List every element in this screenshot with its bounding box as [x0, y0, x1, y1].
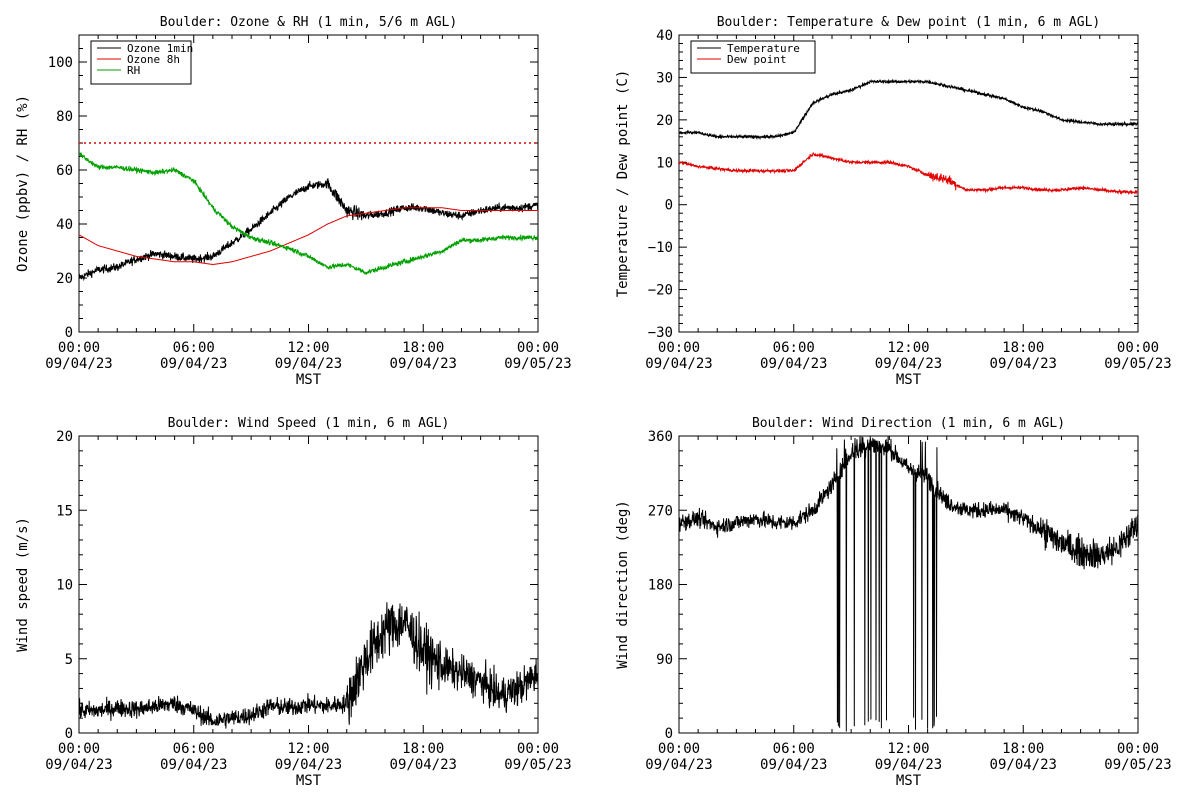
y-tick-label: 80 — [56, 109, 73, 125]
y-tick-label: 360 — [648, 429, 673, 445]
legend-label: Ozone 8h — [127, 53, 180, 66]
x-tick-date-label: 09/04/23 — [990, 356, 1057, 372]
y-tick-label: 180 — [648, 578, 673, 594]
legend-label: Temperature — [727, 42, 800, 55]
chart-title: Boulder: Wind Speed (1 min, 6 m AGL) — [168, 416, 450, 431]
y-tick-label: −20 — [648, 283, 673, 299]
y-axis-label: Wind direction (deg) — [615, 500, 631, 669]
series-line-temperature — [679, 78, 1138, 141]
x-tick-date-label: 09/04/23 — [645, 356, 712, 372]
y-tick-label: 10 — [56, 578, 73, 594]
chart-title: Boulder: Wind Direction (1 min, 6 m AGL) — [752, 416, 1065, 431]
y-tick-label: 60 — [56, 163, 73, 179]
y-axis-label: Ozone (ppbv) / RH (%) — [15, 95, 31, 272]
y-tick-label: 40 — [656, 28, 673, 44]
x-tick-time-label: 00:00 — [58, 741, 100, 757]
x-tick-date-label: 09/05/23 — [504, 757, 571, 773]
chart-title: Boulder: Ozone & RH (1 min, 5/6 m AGL) — [160, 15, 457, 30]
x-tick-date-label: 09/05/23 — [504, 356, 571, 372]
y-tick-label: 40 — [56, 217, 73, 233]
x-tick-date-label: 09/05/23 — [1104, 356, 1171, 372]
series-line-rh — [79, 152, 538, 275]
x-tick-time-label: 18:00 — [1002, 741, 1044, 757]
x-tick-date-label: 09/04/23 — [275, 757, 342, 773]
legend-box — [690, 40, 816, 74]
x-tick-time-label: 18:00 — [1002, 340, 1044, 356]
x-tick-time-label: 12:00 — [887, 340, 929, 356]
series-line-dew-point — [679, 152, 1138, 196]
y-axis-label: Temperature / Dew point (C) — [615, 70, 631, 298]
x-tick-time-label: 00:00 — [517, 741, 559, 757]
series-line-wspd — [79, 602, 538, 729]
y-tick-label: −10 — [648, 240, 673, 256]
legend-label: Dew point — [727, 53, 787, 66]
y-tick-label: 20 — [56, 271, 73, 287]
y-tick-label: −30 — [648, 325, 673, 341]
x-tick-time-label: 06:00 — [173, 340, 215, 356]
x-tick-date-label: 09/04/23 — [875, 757, 942, 773]
y-tick-label: 30 — [656, 70, 673, 86]
y-tick-label: 5 — [65, 652, 73, 668]
plot-frame — [678, 435, 1139, 734]
y-tick-label: 100 — [48, 55, 73, 71]
y-tick-label: 0 — [665, 198, 673, 214]
y-axis-label: Wind speed (m/s) — [15, 517, 31, 652]
x-axis-label: MST — [296, 372, 322, 388]
y-tick-label: 0 — [65, 325, 73, 341]
series-line-ozone-8h — [79, 207, 538, 265]
series-line-ozone-1min — [79, 178, 538, 282]
x-tick-time-label: 06:00 — [773, 340, 815, 356]
x-tick-time-label: 18:00 — [402, 741, 444, 757]
x-tick-time-label: 12:00 — [287, 340, 329, 356]
chart-panel-wdir: Boulder: Wind Direction (1 min, 6 m AGL)… — [615, 416, 1172, 789]
x-tick-time-label: 00:00 — [58, 340, 100, 356]
y-tick-label: 20 — [656, 113, 673, 129]
series-line-wdir — [679, 436, 1138, 732]
x-tick-time-label: 12:00 — [887, 741, 929, 757]
x-axis-label: MST — [896, 372, 922, 388]
chart-title: Boulder: Temperature & Dew point (1 min,… — [717, 15, 1101, 30]
y-tick-label: 20 — [56, 429, 73, 445]
y-tick-label: 270 — [648, 503, 673, 519]
x-tick-time-label: 00:00 — [658, 741, 700, 757]
x-tick-time-label: 00:00 — [1117, 741, 1159, 757]
x-tick-date-label: 09/04/23 — [760, 757, 827, 773]
x-tick-date-label: 09/04/23 — [760, 356, 827, 372]
y-tick-label: 0 — [665, 726, 673, 742]
x-tick-date-label: 09/04/23 — [275, 356, 342, 372]
plot-frame — [78, 435, 539, 734]
y-tick-label: 90 — [656, 652, 673, 668]
chart-panel-ozone: Boulder: Ozone & RH (1 min, 5/6 m AGL) 0 2… — [15, 15, 572, 388]
x-tick-date-label: 09/04/23 — [645, 757, 712, 773]
plot-frame — [678, 34, 1139, 333]
x-axis-label: MST — [296, 773, 322, 789]
chart-panel-temp: Boulder: Temperature & Dew point (1 min,… — [615, 15, 1172, 388]
x-tick-date-label: 09/04/23 — [160, 356, 227, 372]
x-tick-date-label: 09/04/23 — [390, 757, 457, 773]
y-tick-label: 15 — [56, 503, 73, 519]
chart-panel-wspd: Boulder: Wind Speed (1 min, 6 m AGL) 0 5 10… — [15, 416, 572, 789]
x-tick-time-label: 18:00 — [402, 340, 444, 356]
x-tick-time-label: 00:00 — [517, 340, 559, 356]
legend-label: Ozone 1min — [127, 42, 193, 55]
x-tick-date-label: 09/04/23 — [160, 757, 227, 773]
legend-label: RH — [127, 64, 140, 77]
x-tick-date-label: 09/05/23 — [1104, 757, 1171, 773]
x-tick-time-label: 12:00 — [287, 741, 329, 757]
x-tick-time-label: 06:00 — [173, 741, 215, 757]
x-tick-date-label: 09/04/23 — [390, 356, 457, 372]
y-tick-label: 0 — [65, 726, 73, 742]
x-tick-date-label: 09/04/23 — [45, 757, 112, 773]
x-axis-label: MST — [896, 773, 922, 789]
x-tick-date-label: 09/04/23 — [875, 356, 942, 372]
x-tick-time-label: 00:00 — [658, 340, 700, 356]
x-tick-time-label: 06:00 — [773, 741, 815, 757]
x-tick-date-label: 09/04/23 — [990, 757, 1057, 773]
x-tick-time-label: 00:00 — [1117, 340, 1159, 356]
x-tick-date-label: 09/04/23 — [45, 356, 112, 372]
y-tick-label: 10 — [656, 155, 673, 171]
